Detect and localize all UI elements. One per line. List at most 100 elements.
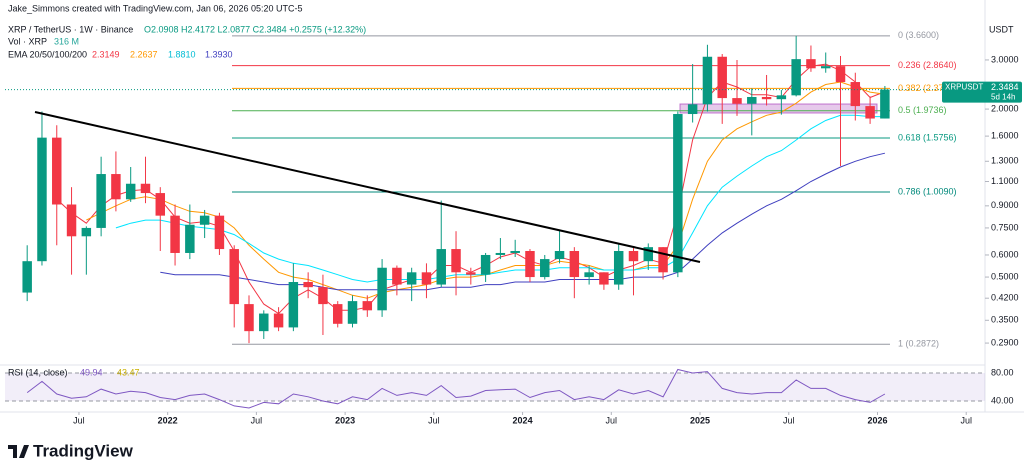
price-tag	[942, 81, 1022, 103]
y-tick-label: 0.3500	[991, 315, 1019, 325]
ema-value: 2.2637	[130, 49, 158, 59]
ema-line	[160, 152, 886, 291]
y-tick-label: 0.9000	[991, 200, 1019, 210]
candle-body	[392, 267, 402, 285]
volume-value: 316 M	[54, 36, 79, 46]
candle-body	[244, 304, 254, 332]
candle-body	[776, 95, 787, 100]
x-tick-label: 2024	[513, 415, 533, 425]
x-tick-label: Jul	[960, 415, 972, 425]
fib-label: 0.786 (1.0090)	[898, 186, 957, 196]
candle-body	[540, 259, 550, 278]
candle-body	[436, 249, 446, 285]
candle-body	[125, 183, 136, 200]
y-tick-label: 80.00	[991, 367, 1014, 377]
candle-body	[81, 227, 92, 237]
fib-label: 1 (0.2872)	[898, 339, 939, 349]
candle-body	[229, 249, 239, 305]
x-tick-label: Jul	[783, 415, 795, 425]
candle-body	[288, 282, 299, 328]
candle-body	[732, 98, 742, 104]
candle-body	[170, 215, 180, 253]
symbol: XRP / TetherUS · 1W · Binance	[8, 24, 133, 34]
candle-body	[259, 313, 269, 332]
candle-body	[318, 287, 328, 305]
logo-icon	[8, 445, 29, 458]
candle-body	[406, 272, 417, 285]
candle-body	[347, 301, 358, 324]
candle-body	[865, 106, 875, 119]
x-tick-label: 2022	[158, 415, 178, 425]
candle-body	[96, 174, 106, 228]
ema-value: 2.3149	[92, 49, 120, 59]
y-tick-label: 0.2900	[991, 337, 1019, 347]
candle-body	[643, 247, 654, 262]
y-tick-label: 0.6000	[991, 249, 1019, 259]
x-tick-label: 2023	[335, 415, 355, 425]
x-tick-label: Jul	[251, 415, 263, 425]
candle-body	[702, 56, 713, 105]
y-tick-label: 0.7500	[991, 222, 1019, 232]
x-tick-label: 2025	[690, 415, 710, 425]
price-tag-countdown: 5d 14h	[991, 93, 1015, 102]
candle-body	[66, 204, 77, 237]
candle-body	[273, 313, 284, 328]
overlay: Jake_Simmons created with TradingView.co…	[8, 3, 1014, 460]
y-tick-label: 2.0000	[991, 103, 1019, 113]
y-tick-label: 1.1000	[991, 176, 1019, 186]
fib-label: 0.618 (1.5756)	[898, 132, 957, 142]
candle-body	[52, 137, 62, 205]
rsi-value: 49.94	[80, 367, 103, 377]
price-tag-symbol: XRPUSDT	[945, 83, 983, 92]
fib-label: 0.236 (2.8640)	[898, 60, 957, 70]
candle-body	[599, 272, 609, 285]
candle-body	[199, 215, 210, 225]
rsi-ma-value: 43.47	[117, 367, 140, 377]
trend-line	[34, 111, 701, 263]
plot: 3.0000 2.0000 1.6000 1.3000 1.1000 0.9000 0.75…	[5, 30, 1022, 425]
candle-body	[850, 82, 861, 107]
highlight-zone	[679, 103, 878, 114]
candle-body	[658, 247, 668, 273]
candle-body	[111, 174, 121, 200]
ema-line	[115, 114, 885, 283]
candle-body	[569, 250, 580, 278]
candle-body	[820, 66, 831, 69]
fib-label: 0.382 (2.37	[898, 83, 944, 93]
candle-body	[22, 261, 32, 293]
y-tick-label: 40.00	[991, 395, 1014, 405]
candle-body	[717, 56, 727, 99]
x-tick-label: Jul	[428, 415, 440, 425]
candle-body	[554, 250, 565, 260]
candle-body	[332, 304, 343, 324]
candle-body	[140, 183, 151, 194]
fib-label: 0 (3.6600)	[898, 30, 939, 40]
candle-body	[421, 272, 432, 285]
candle-body	[495, 252, 506, 255]
candle-body	[510, 250, 520, 253]
credit: Jake_Simmons created with TradingView.co…	[8, 3, 303, 13]
y-tick-label: 1.6000	[991, 130, 1019, 140]
currency: USDT	[989, 24, 1014, 34]
candle-body	[37, 137, 47, 262]
ema-value: 1.8810	[168, 49, 196, 59]
candle-body	[303, 282, 313, 288]
candle-body	[480, 254, 491, 275]
x-tick-label: Jul	[73, 415, 85, 425]
logo: TradingView	[8, 441, 134, 460]
candle-body	[761, 96, 772, 100]
candle-body	[377, 267, 387, 311]
rsi-band	[5, 372, 985, 402]
candle-body	[673, 114, 683, 273]
candle-body	[451, 249, 461, 273]
candle-body	[747, 96, 757, 104]
x-tick-label: 2026	[867, 415, 887, 425]
candle-body	[525, 250, 535, 278]
price-tag-value: 2.3484	[991, 82, 1019, 92]
ema-value: 1.3930	[205, 49, 233, 59]
candle-body	[880, 89, 890, 119]
rsi-label: RSI (14, close)	[8, 367, 68, 377]
candle-body	[687, 104, 698, 115]
y-tick-label: 1.3000	[991, 156, 1019, 166]
